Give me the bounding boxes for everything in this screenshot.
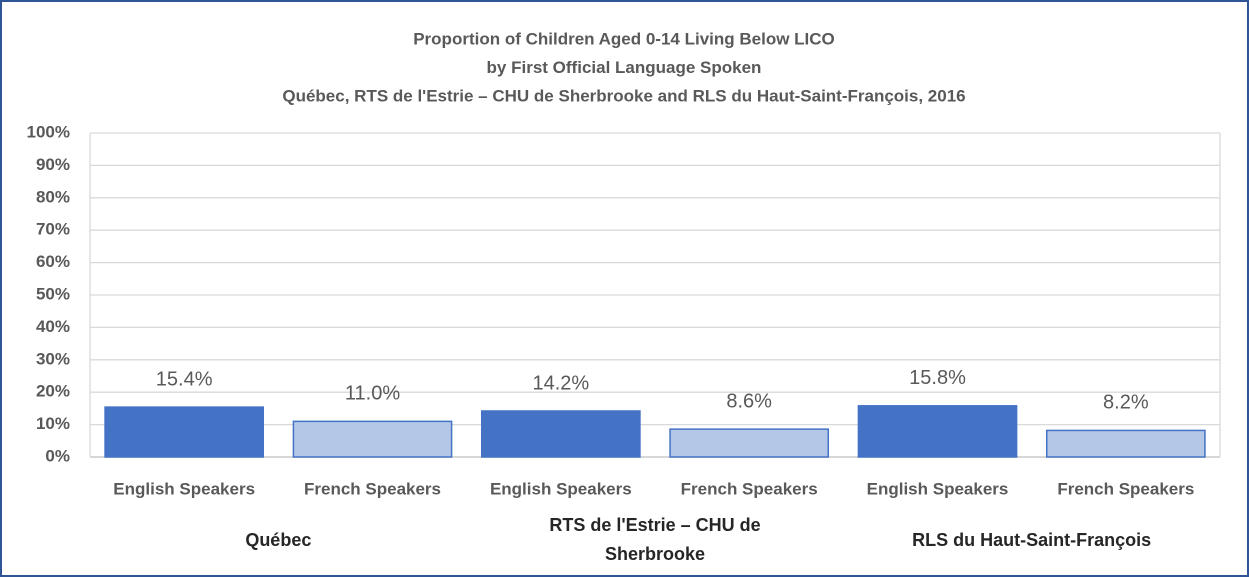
data-label: 14.2% (532, 372, 589, 394)
data-label: 15.8% (909, 367, 966, 389)
data-label: 11.0% (345, 383, 400, 405)
x-tick-label: English Speakers (490, 479, 632, 498)
y-tick-label: 50% (36, 284, 70, 303)
group-label: Québec (245, 529, 312, 550)
bar (669, 428, 830, 458)
chart-title: Proportion of Children Aged 0-14 Living … (413, 29, 835, 48)
y-tick-label: 10% (36, 414, 70, 433)
chart-title: Québec, RTS de l'Estrie – CHU de Sherbro… (282, 86, 965, 105)
x-tick-label: English Speakers (113, 479, 255, 498)
x-tick-label: French Speakers (1057, 479, 1194, 498)
bar (857, 405, 1018, 458)
y-tick-label: 20% (36, 382, 70, 401)
y-tick-label: 90% (36, 155, 70, 174)
y-tick-label: 80% (36, 187, 70, 206)
data-label: 8.2% (1103, 392, 1149, 414)
x-tick-label: French Speakers (304, 479, 441, 498)
bar (480, 410, 641, 458)
y-tick-label: 100% (27, 122, 70, 141)
chart-title: by First Official Language Spoken (487, 58, 762, 77)
x-tick-label: French Speakers (681, 479, 818, 498)
group-label: RTS de l'Estrie – CHU de Sherbrooke (549, 515, 761, 564)
y-tick-label: 30% (36, 349, 70, 368)
bar (292, 420, 453, 458)
y-tick-label: 70% (36, 220, 70, 239)
bar (104, 406, 265, 458)
y-tick-label: 40% (36, 317, 70, 336)
bar (1045, 429, 1206, 458)
y-tick-label: 60% (36, 252, 70, 271)
data-label: 8.6% (726, 390, 772, 412)
x-tick-label: English Speakers (867, 479, 1009, 498)
y-tick-label: 0% (45, 446, 70, 465)
data-label: 15.4% (156, 368, 213, 390)
group-label: RLS du Haut-Saint-François (912, 529, 1152, 550)
